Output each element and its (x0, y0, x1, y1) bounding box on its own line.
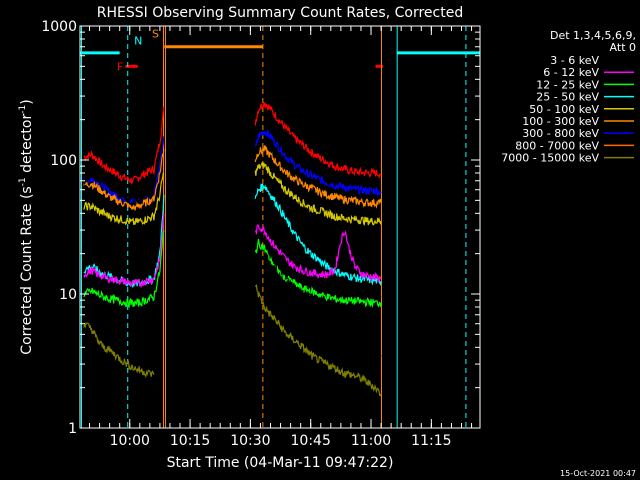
legend-label-3: 25 - 50 keV (536, 91, 599, 104)
series-7-segment-0 (83, 170, 155, 208)
series-6-segment-1 (254, 239, 382, 308)
y-tick-label-3: 1000 (41, 19, 77, 35)
band-layer: FNS (80, 27, 480, 73)
series-6-segment-0 (83, 229, 165, 309)
y-tick-label-2: 100 (50, 153, 77, 169)
series-7-segment-1 (257, 229, 382, 359)
series-8-segment-0 (83, 322, 155, 379)
series-4-segment-1 (254, 183, 382, 286)
x-tick-label-4: 11:00 (351, 433, 391, 449)
legend-label-6: 300 - 800 keV (522, 127, 599, 140)
x-tick-label-3: 10:45 (291, 433, 331, 449)
series-5-segment-0 (83, 213, 165, 289)
legend-label-5: 100 - 300 keV (522, 115, 599, 128)
legend-label-7: 800 - 7000 keV (515, 139, 599, 152)
series-4-segment-0 (83, 194, 165, 289)
series-0-segment-1 (254, 101, 382, 179)
plot-frame (79, 25, 481, 429)
legend-label-0: 3 - 6 keV (550, 54, 599, 67)
y-tick-label-0: 1 (68, 421, 77, 437)
y-axis-label-part2: detector (19, 114, 35, 178)
x-axis-label: Start Time (04-Mar-11 09:47:22) (167, 455, 394, 471)
y-axis-label-sup1: -1 (18, 177, 28, 186)
x-tick-label-0: 10:00 (110, 433, 150, 449)
x-tick-label-5: 11:15 (411, 433, 451, 449)
series-2-segment-0 (83, 149, 165, 211)
series-8-segment-1 (254, 284, 382, 397)
series-layer (83, 101, 382, 397)
band-label-2: S (152, 27, 159, 40)
x-tick-label-1: 10:15 (170, 433, 210, 449)
y-axis-label-part3: ) (19, 99, 35, 104)
legend-label-1: 6 - 12 keV (543, 66, 599, 79)
legend-label-2: 12 - 25 keV (536, 78, 599, 91)
series-5-segment-1 (254, 223, 382, 284)
series-1-segment-1 (254, 129, 382, 198)
series-3-segment-1 (254, 162, 382, 226)
footer-timestamp: 15-Oct-2021 00:47 (560, 469, 636, 478)
series-2-segment-1 (254, 145, 382, 209)
legend-header-1: Att 0 (610, 41, 636, 54)
legend-label-8: 7000 - 15000 keV (501, 152, 599, 165)
series-0-segment-0 (83, 106, 165, 185)
legend-label-4: 50 - 100 keV (529, 103, 599, 116)
x-tick-label-2: 10:30 (230, 433, 270, 449)
legend-header-0: Det 1,3,4,5,6,9, (550, 29, 636, 42)
vline-layer (80, 26, 467, 428)
y-axis-label-part1: Corrected Count Rate (s (19, 186, 35, 354)
y-axis-label: Corrected Count Rate (s-1 detector-1) (18, 99, 35, 354)
axes-layer: 1 10 100 1000 10:00 10:15 10:30 10:45 11:00 11:15 (41, 19, 480, 449)
series-3-segment-0 (83, 172, 164, 226)
chart-title: RHESSI Observing Summary Count Rates, Co… (97, 5, 463, 21)
y-tick-label-1: 10 (59, 287, 77, 303)
band-label-0: F (117, 60, 123, 73)
band-label-1: N (134, 34, 142, 47)
y-axis-label-sup2: -1 (18, 105, 28, 114)
